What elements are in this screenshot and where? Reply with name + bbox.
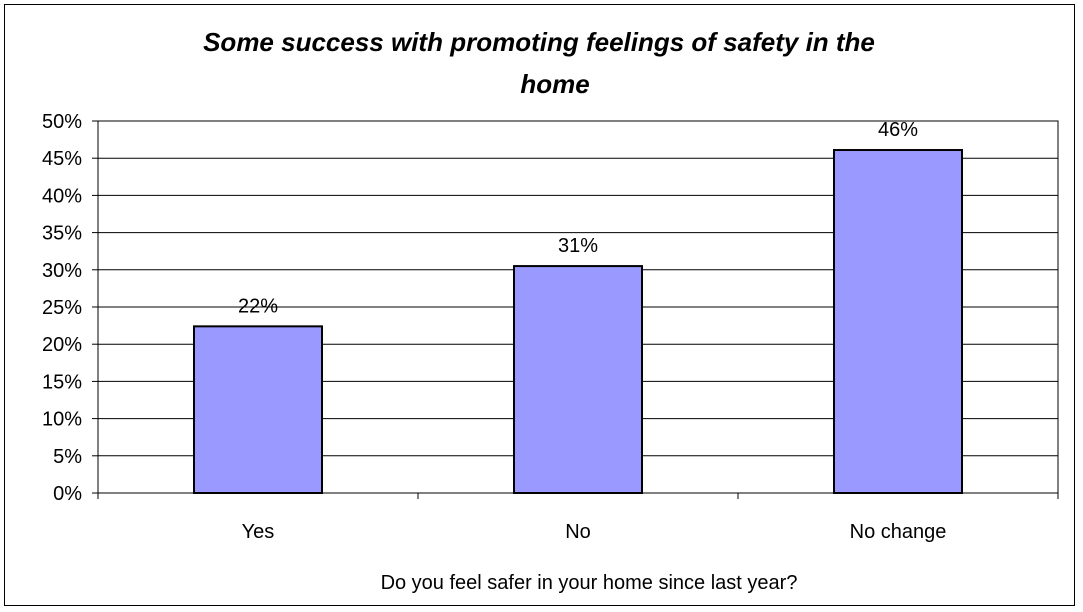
y-tick-label: 10% xyxy=(42,409,82,431)
y-tick-label: 30% xyxy=(42,260,82,282)
y-tick-label: 50% xyxy=(42,111,82,133)
y-tick-label: 40% xyxy=(42,185,82,207)
data-labels: 22% 31% 46% xyxy=(238,119,918,317)
x-category-label: No change xyxy=(850,521,947,543)
chart-frame: Some success with promoting feelings of … xyxy=(4,4,1075,606)
y-tick-label: 15% xyxy=(42,371,82,393)
x-axis-ticks: Yes No No change xyxy=(97,493,1059,543)
bar-no-change xyxy=(833,149,963,495)
y-tick-label: 35% xyxy=(42,223,82,245)
x-category-label: No xyxy=(565,521,591,543)
y-tick-label: 25% xyxy=(42,297,82,319)
y-tick-label: 5% xyxy=(53,446,82,468)
y-tick-label: 20% xyxy=(42,334,82,356)
y-tick-label: 0% xyxy=(53,483,82,505)
x-category-label: Yes xyxy=(242,521,275,543)
chart-title-line-2: home xyxy=(520,69,589,99)
data-label: 31% xyxy=(558,235,598,257)
bar-no xyxy=(513,265,643,494)
y-axis-ticks: 0% 5% 10% 15% 20% 25% 30% 35% 40% 45% 50% xyxy=(42,111,98,505)
bar-yes xyxy=(193,325,323,494)
bar-chart: Some success with promoting feelings of … xyxy=(42,27,1059,594)
y-tick-label: 45% xyxy=(42,148,82,170)
data-label: 46% xyxy=(878,119,918,141)
data-label: 22% xyxy=(238,295,278,317)
bars xyxy=(193,149,963,495)
x-axis-title: Do you feel safer in your home since las… xyxy=(381,572,798,594)
chart-title-line-1: Some success with promoting feelings of … xyxy=(203,27,875,57)
